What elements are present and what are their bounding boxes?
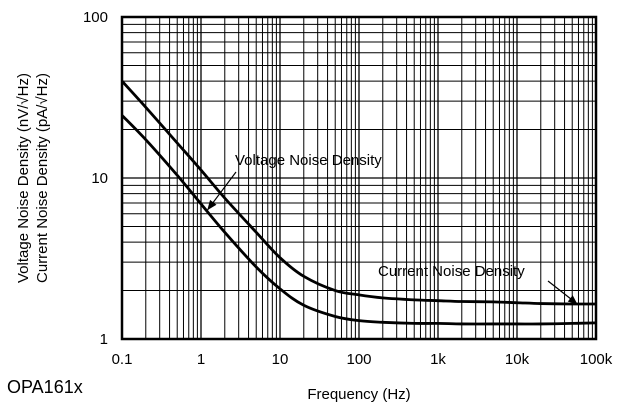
x-tick-label: 10k — [505, 351, 530, 368]
x-tick-label: 1 — [197, 351, 205, 368]
x-tick-label: 0.1 — [112, 351, 133, 368]
x-tick-label: 10 — [272, 351, 289, 368]
grid — [122, 17, 596, 339]
y-axis-title-current: Current Noise Density (pA/√Hz) — [34, 73, 51, 283]
x-tick-label: 1k — [430, 351, 446, 368]
current-noise-annotation: Current Noise Density — [378, 263, 525, 280]
y-tick-label: 1 — [100, 331, 108, 348]
y-axis-title-voltage: Voltage Noise Density (nV/√Hz) — [15, 73, 32, 283]
x-axis-title: Frequency (Hz) — [307, 386, 410, 403]
part-number-label: OPA161x — [7, 377, 83, 397]
voltage-noise-annotation: Voltage Noise Density — [235, 152, 382, 169]
x-tick-label: 100 — [346, 351, 371, 368]
annotation-arrowhead — [207, 200, 216, 210]
y-tick-label: 100 — [83, 9, 108, 26]
y-tick-label: 10 — [91, 170, 108, 187]
x-tick-label: 100k — [580, 351, 613, 368]
